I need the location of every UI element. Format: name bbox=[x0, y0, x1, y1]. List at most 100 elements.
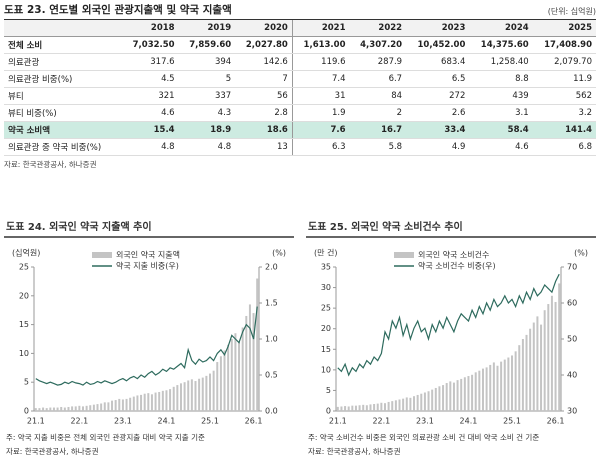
bar bbox=[49, 407, 52, 411]
cell: 4.3 bbox=[178, 104, 236, 122]
bar bbox=[56, 407, 59, 411]
y2ticks-label: 1.0 bbox=[265, 335, 278, 344]
y2ticks-label: 40 bbox=[567, 371, 577, 380]
cell: 439 bbox=[469, 87, 533, 105]
table-row: 전체 소비 7,032.50 7,859.60 2,027.80 1,613.00 4,3… bbox=[4, 36, 596, 54]
bar bbox=[38, 408, 41, 411]
bar bbox=[536, 316, 539, 411]
bar bbox=[416, 394, 419, 411]
bar bbox=[529, 328, 532, 411]
bar bbox=[496, 365, 499, 411]
bar bbox=[489, 364, 492, 411]
cell: 321 bbox=[122, 87, 179, 105]
table-row: 약국 소비액 15.4 18.9 18.6 7.6 16.7 33.4 58.4 141.4 bbox=[4, 121, 596, 139]
bar bbox=[78, 405, 81, 411]
legend-label: 외국인 약국 지출액 bbox=[116, 250, 180, 260]
y2-axis-label: (%) bbox=[272, 249, 286, 258]
bar bbox=[474, 372, 477, 411]
bar bbox=[89, 405, 92, 411]
bar bbox=[442, 385, 445, 411]
bar bbox=[467, 376, 470, 411]
bar bbox=[423, 392, 426, 411]
bar bbox=[434, 387, 437, 411]
row-label: 의료관광 비중(%) bbox=[4, 70, 122, 88]
bar bbox=[248, 304, 251, 411]
table-source: 자료: 한국관광공사, 하나증권 bbox=[4, 160, 97, 169]
bar bbox=[158, 391, 161, 411]
cell: 6.3 bbox=[291, 138, 350, 156]
x-tick-label: 23.1 bbox=[416, 417, 434, 426]
table-row: 의료관광 317.6 394 142.6 119.6 287.9 683.4 1,258.40… bbox=[4, 53, 596, 71]
cell: 7.4 bbox=[291, 70, 350, 88]
cell: 119.6 bbox=[291, 53, 350, 71]
bar bbox=[492, 362, 495, 411]
bar bbox=[172, 386, 175, 411]
bar bbox=[558, 283, 561, 411]
bar bbox=[427, 391, 430, 411]
chart-title: 도표 25. 외국인 약국 소비건수 추이 bbox=[308, 220, 463, 233]
bar bbox=[376, 403, 379, 411]
table-section: 도표 23. 연도별 외국인 관광지출액 및 약국 지출액 (단위: 십억원) … bbox=[4, 2, 596, 170]
y2ticks-label: 60 bbox=[567, 299, 577, 308]
yticks-label: 0 bbox=[24, 407, 29, 416]
bar bbox=[114, 400, 117, 411]
bar bbox=[354, 405, 357, 411]
bar bbox=[478, 370, 481, 411]
bar bbox=[143, 393, 146, 411]
cell: 1.9 bbox=[291, 104, 350, 122]
bar bbox=[554, 301, 557, 411]
chart: 도표 25. 외국인 약국 소비건수 추이 (만 건) (%) 0 5 10 15 20 25 3… bbox=[306, 220, 596, 456]
bar bbox=[336, 406, 339, 411]
cell: 394 bbox=[178, 53, 236, 71]
cell: 4,307.20 bbox=[349, 36, 407, 54]
cell: 56 bbox=[235, 87, 293, 105]
cell: 5.8 bbox=[349, 138, 407, 156]
row-label: 뷰티 bbox=[4, 87, 122, 105]
x-tick-label: 22.1 bbox=[372, 417, 390, 426]
cell: 2,079.70 bbox=[532, 53, 596, 71]
cell: 10,452.00 bbox=[406, 36, 470, 54]
yticks-label: 20 bbox=[19, 291, 29, 300]
cell: 141.4 bbox=[532, 121, 596, 139]
bar bbox=[132, 396, 135, 411]
bar bbox=[205, 375, 208, 411]
bar bbox=[351, 405, 354, 411]
row-label: 의료관광 중 약국 비중(%) bbox=[4, 138, 122, 156]
bar bbox=[67, 406, 70, 411]
cell: 4.6 bbox=[469, 138, 533, 156]
bar bbox=[169, 389, 172, 411]
cell: 15.4 bbox=[122, 121, 179, 139]
y-axis-label: (만 건) bbox=[314, 248, 338, 258]
bar bbox=[140, 394, 143, 411]
x-tick-label: 21.1 bbox=[329, 417, 347, 426]
cell: 272 bbox=[406, 87, 470, 105]
cell: 317.6 bbox=[122, 53, 179, 71]
yticks-label: 5 bbox=[24, 378, 29, 387]
bar bbox=[252, 313, 255, 411]
bar bbox=[60, 406, 63, 411]
bar bbox=[81, 406, 84, 411]
year-header: 2025 bbox=[532, 20, 596, 37]
bar bbox=[107, 402, 110, 411]
cell: 6.8 bbox=[532, 138, 596, 156]
yticks-label: 10 bbox=[19, 349, 29, 358]
year-header: 2019 bbox=[178, 20, 236, 37]
bar bbox=[409, 397, 412, 411]
bar bbox=[449, 381, 452, 411]
bar bbox=[394, 400, 397, 411]
table-row: 의료관광 중 약국 비중(%) 4.8 4.8 13 6.3 5.8 4.9 4.6 6.8 bbox=[4, 138, 596, 156]
bar bbox=[34, 408, 37, 411]
bar bbox=[438, 386, 441, 411]
bar bbox=[238, 341, 241, 411]
bar bbox=[518, 345, 521, 411]
cell: 14,375.60 bbox=[469, 36, 533, 54]
bar bbox=[358, 405, 361, 411]
bar bbox=[373, 404, 376, 411]
bar bbox=[511, 355, 514, 411]
bar bbox=[485, 367, 488, 411]
cell: 7 bbox=[235, 70, 293, 88]
yticks-label: 20 bbox=[321, 324, 331, 333]
bar bbox=[201, 377, 204, 411]
yticks-label: 0 bbox=[326, 407, 331, 416]
